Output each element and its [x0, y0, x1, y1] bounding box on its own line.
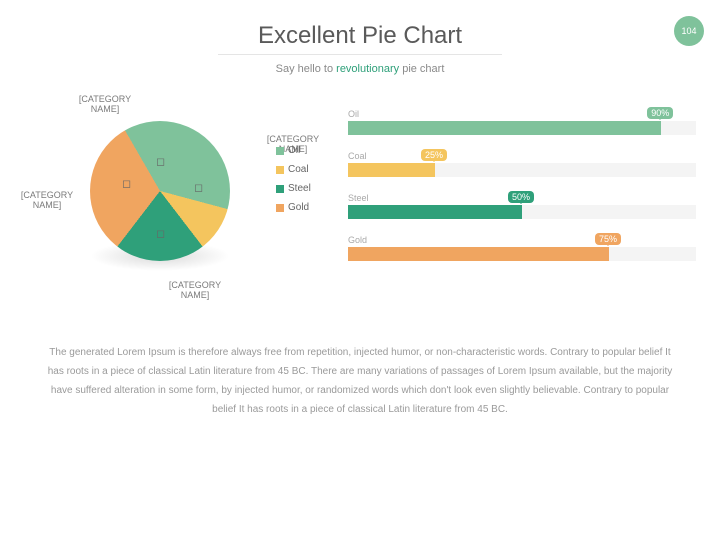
bar-fill — [348, 247, 609, 261]
bar-pct-label: 50% — [508, 191, 534, 203]
pie-body — [90, 121, 230, 261]
legend-item: Oil — [276, 145, 311, 156]
bar-row: Coal25% — [348, 151, 696, 177]
pie-point-icon: ◻ — [156, 155, 165, 168]
page-number-badge: 104 — [674, 16, 704, 46]
pie-chart: [CATEGORY NAME][CATEGORY NAME][CATEGORY … — [60, 111, 260, 291]
bar-pct-label: 90% — [647, 107, 673, 119]
legend-label: Coal — [288, 164, 309, 175]
legend-swatch-icon — [276, 185, 284, 193]
legend-label: Gold — [288, 202, 309, 213]
bar-pct-label: 25% — [421, 149, 447, 161]
pie-ext-label: [CATEGORY NAME] — [70, 95, 140, 115]
legend-label: Oil — [288, 145, 300, 156]
bar-chart: Oil90%Coal25%Steel50%Gold75% — [348, 109, 696, 277]
bar-track: 25% — [348, 163, 696, 177]
legend-item: Gold — [276, 202, 311, 213]
legend-label: Steel — [288, 183, 311, 194]
bar-fill — [348, 163, 435, 177]
page-title: Excellent Pie Chart — [218, 22, 502, 55]
legend-item: Steel — [276, 183, 311, 194]
bar-row: Gold75% — [348, 235, 696, 261]
legend-swatch-icon — [276, 204, 284, 212]
subtitle-accent: revolutionary — [336, 63, 399, 75]
pie-ext-label: [CATEGORY NAME] — [160, 281, 230, 301]
bar-pct-label: 75% — [595, 233, 621, 245]
bar-fill — [348, 121, 661, 135]
subtitle-pre: Say hello to — [276, 63, 337, 75]
subtitle-post: pie chart — [399, 63, 444, 75]
bar-row: Steel50% — [348, 193, 696, 219]
legend: Oil Coal Steel Gold — [276, 137, 311, 221]
bar-category-label: Coal — [348, 151, 696, 161]
legend-swatch-icon — [276, 147, 284, 155]
bar-track: 50% — [348, 205, 696, 219]
pie-point-icon: ◻ — [156, 227, 165, 240]
legend-swatch-icon — [276, 166, 284, 174]
pie-point-icon: ◻ — [194, 181, 203, 194]
bar-track: 75% — [348, 247, 696, 261]
bar-category-label: Gold — [348, 235, 696, 245]
body-paragraph: The generated Lorem Ipsum is therefore a… — [40, 343, 680, 419]
page-subtitle: Say hello to revolutionary pie chart — [0, 63, 720, 75]
legend-item: Coal — [276, 164, 311, 175]
bar-row: Oil90% — [348, 109, 696, 135]
bar-fill — [348, 205, 522, 219]
bar-track: 90% — [348, 121, 696, 135]
bar-category-label: Oil — [348, 109, 696, 119]
pie-ext-label: [CATEGORY NAME] — [12, 191, 82, 211]
pie-point-icon: ◻ — [122, 177, 131, 190]
